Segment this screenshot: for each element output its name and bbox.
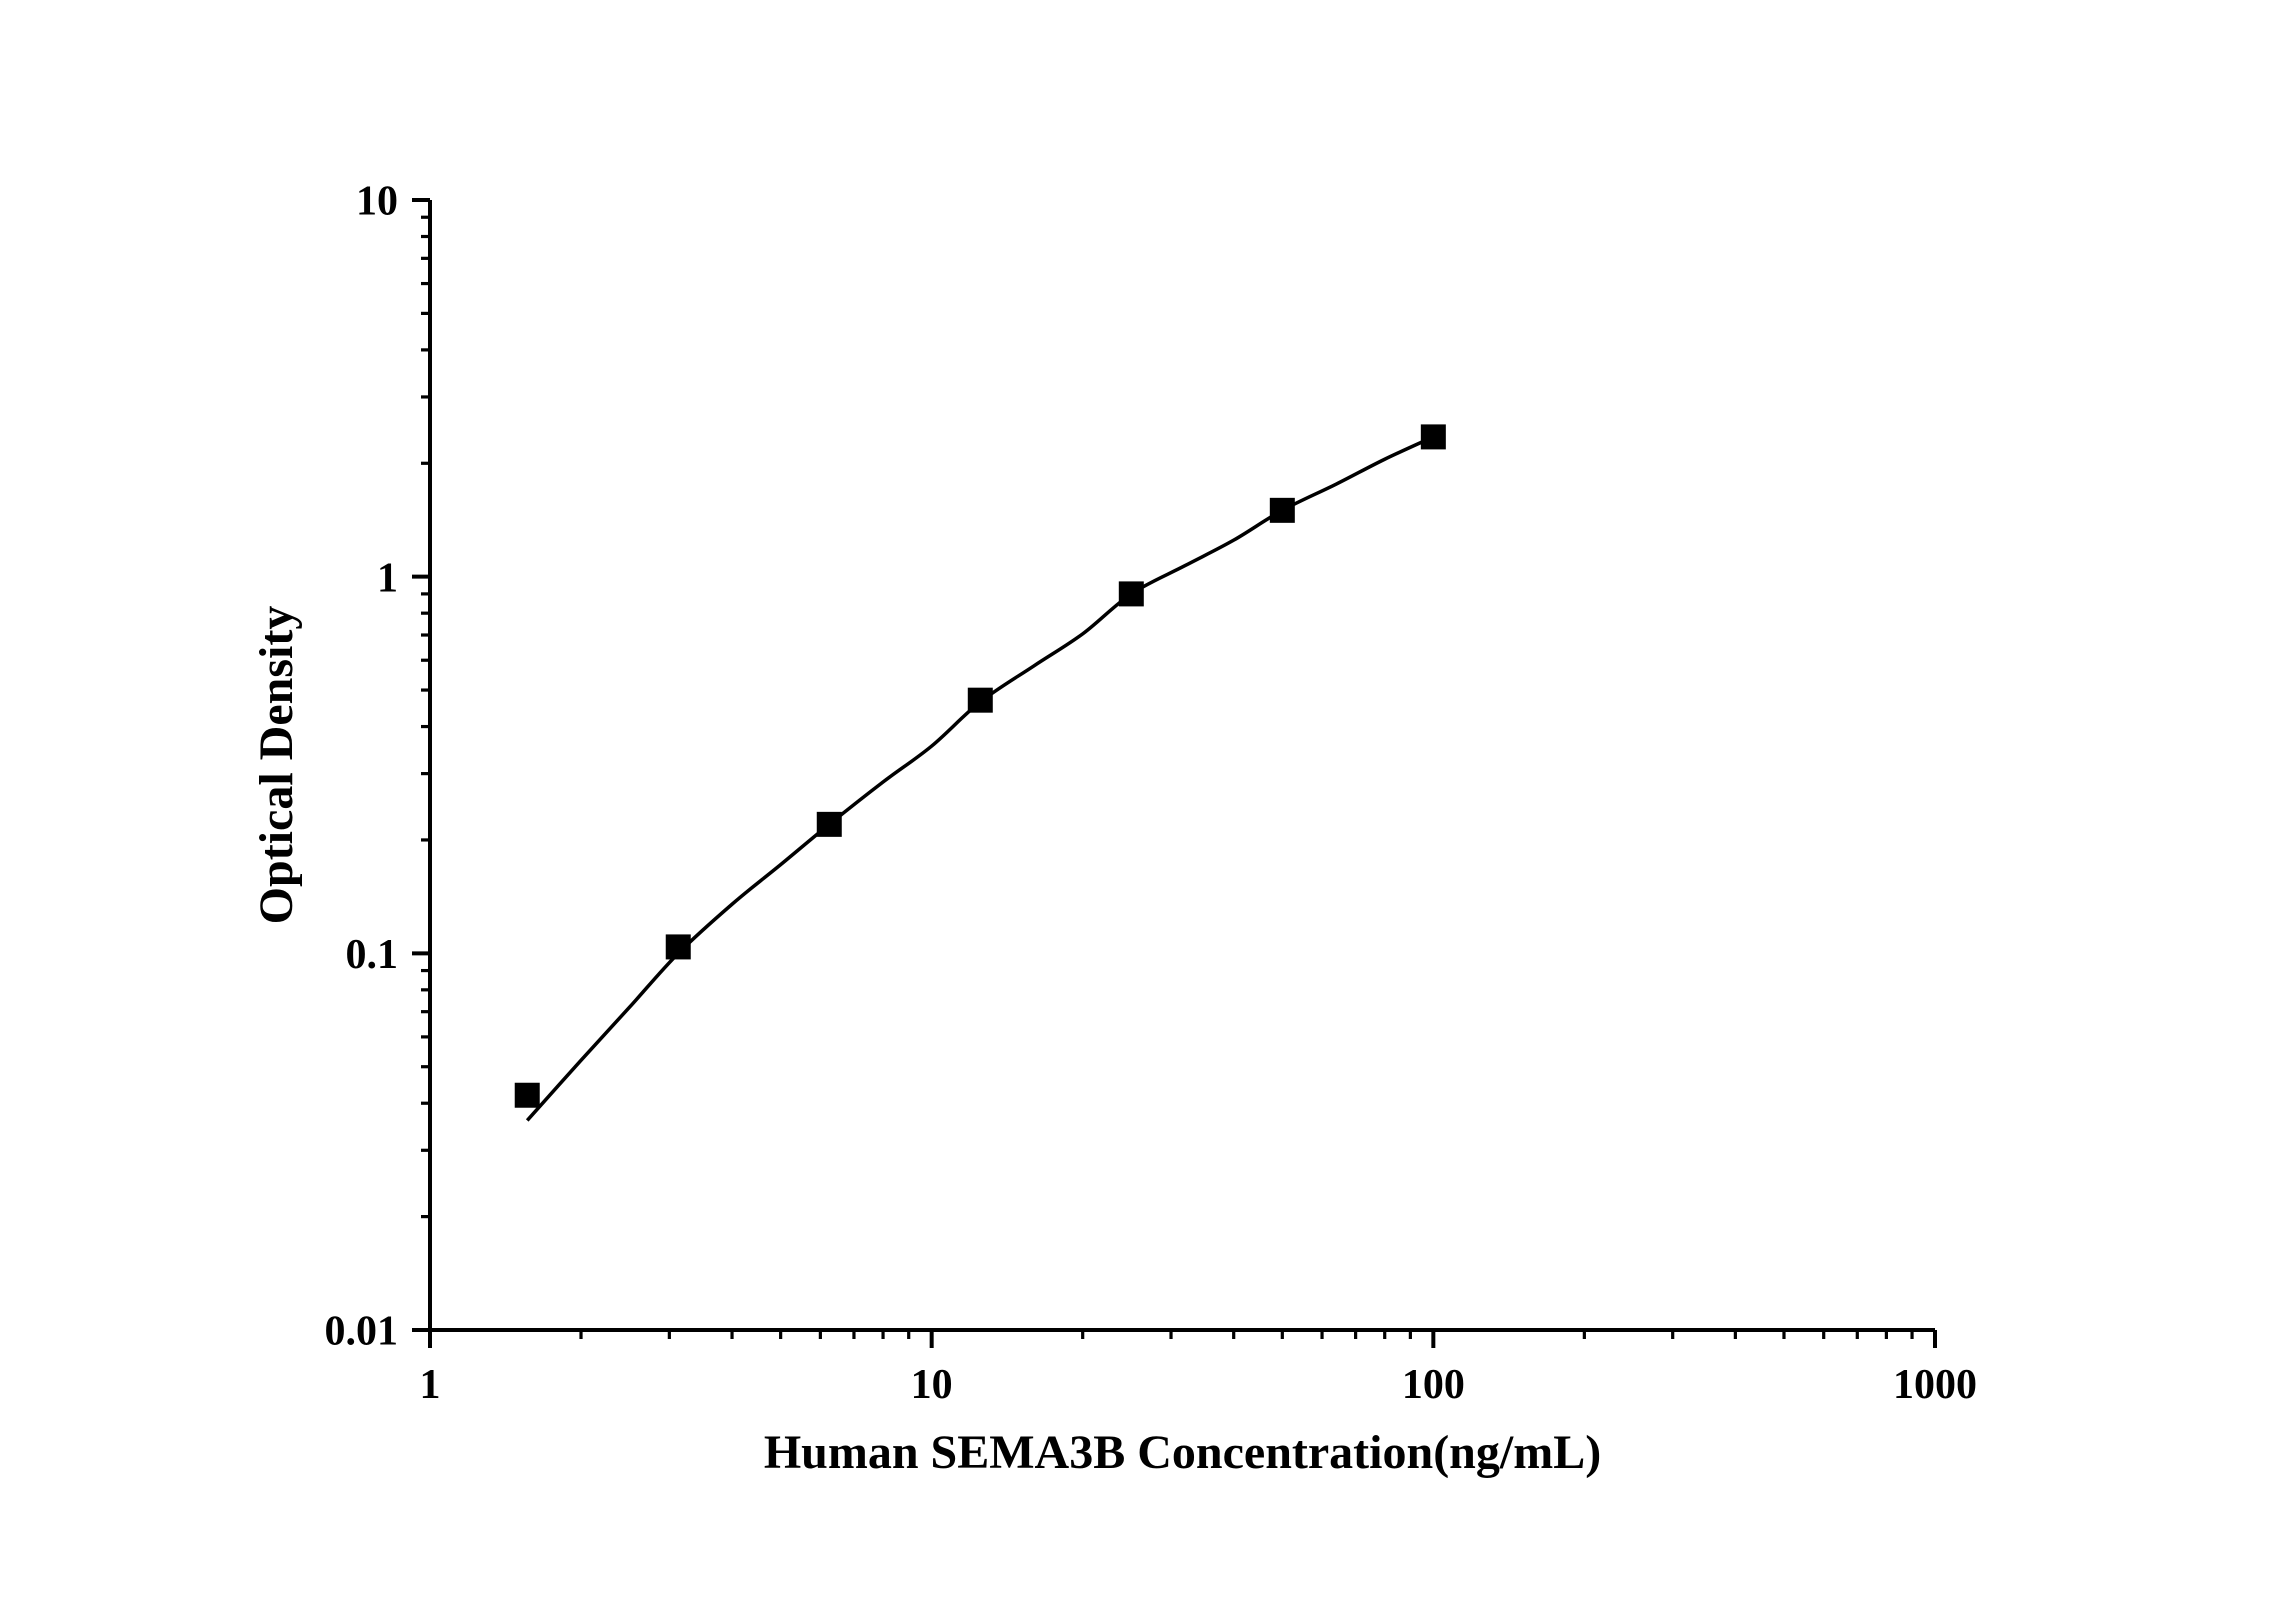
y-tick-label: 10	[356, 179, 398, 225]
data-marker	[1270, 498, 1294, 522]
y-tick-label: 1	[377, 555, 398, 601]
data-marker	[817, 812, 841, 836]
y-axis-label: Optical Density	[250, 606, 303, 925]
chart-container: 1 10 100 1000 0.01 0.1 1 10 Human SEMA3B Concent…	[0, 0, 2296, 1604]
x-tick-label: 1	[420, 1362, 441, 1408]
data-marker	[1119, 582, 1143, 606]
x-axis-label: Human SEMA3B Concentration(ng/mL)	[764, 1426, 1601, 1479]
x-tick-label: 1000	[1893, 1362, 1977, 1408]
chart-svg: 1 10 100 1000 0.01 0.1 1 10 Human SEMA3B Concent…	[0, 0, 2296, 1604]
fit-curve	[527, 437, 1433, 1121]
data-marker	[1421, 425, 1445, 449]
y-tick-label: 0.01	[325, 1309, 399, 1355]
x-tick-label: 100	[1402, 1362, 1465, 1408]
x-tick-label: 10	[911, 1362, 953, 1408]
data-marker	[666, 935, 690, 959]
data-marker	[515, 1083, 539, 1107]
data-marker	[968, 688, 992, 712]
y-tick-label: 0.1	[346, 932, 399, 978]
